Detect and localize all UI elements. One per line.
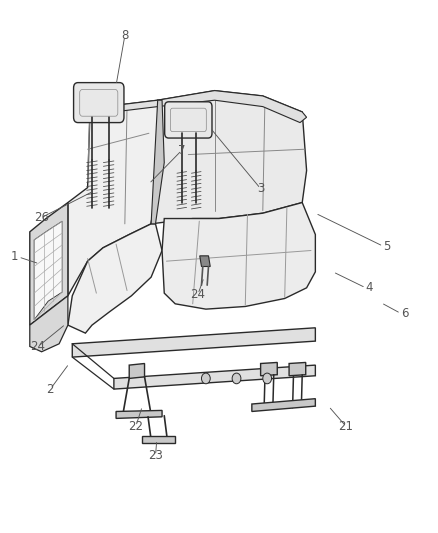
Text: 2: 2 (46, 383, 54, 395)
FancyBboxPatch shape (74, 83, 124, 123)
Polygon shape (114, 365, 315, 389)
Text: 1: 1 (11, 251, 18, 263)
Text: 7: 7 (178, 144, 186, 157)
Polygon shape (68, 100, 160, 296)
Text: 21: 21 (339, 420, 353, 433)
Text: 24: 24 (191, 288, 205, 301)
Text: 5: 5 (383, 240, 391, 253)
Polygon shape (261, 362, 277, 376)
Polygon shape (129, 364, 145, 378)
Polygon shape (90, 91, 307, 123)
Polygon shape (30, 296, 68, 352)
Text: 6: 6 (401, 307, 408, 320)
Polygon shape (30, 203, 68, 325)
Polygon shape (289, 362, 306, 376)
Polygon shape (151, 100, 164, 224)
Circle shape (232, 373, 241, 384)
Text: 22: 22 (128, 420, 143, 433)
Polygon shape (200, 256, 210, 266)
Polygon shape (162, 203, 315, 309)
Text: 24: 24 (31, 340, 46, 353)
Circle shape (263, 373, 272, 384)
Polygon shape (151, 91, 307, 224)
Polygon shape (72, 328, 315, 357)
Text: 4: 4 (366, 281, 373, 294)
Text: 26: 26 (34, 211, 49, 224)
Text: 8: 8 (121, 29, 128, 42)
Text: 23: 23 (148, 449, 163, 462)
FancyBboxPatch shape (165, 102, 212, 138)
Polygon shape (252, 399, 315, 411)
Circle shape (201, 373, 210, 384)
Polygon shape (34, 221, 62, 320)
Polygon shape (116, 410, 162, 418)
Polygon shape (142, 436, 175, 443)
Text: 3: 3 (257, 182, 264, 195)
Polygon shape (68, 224, 162, 333)
